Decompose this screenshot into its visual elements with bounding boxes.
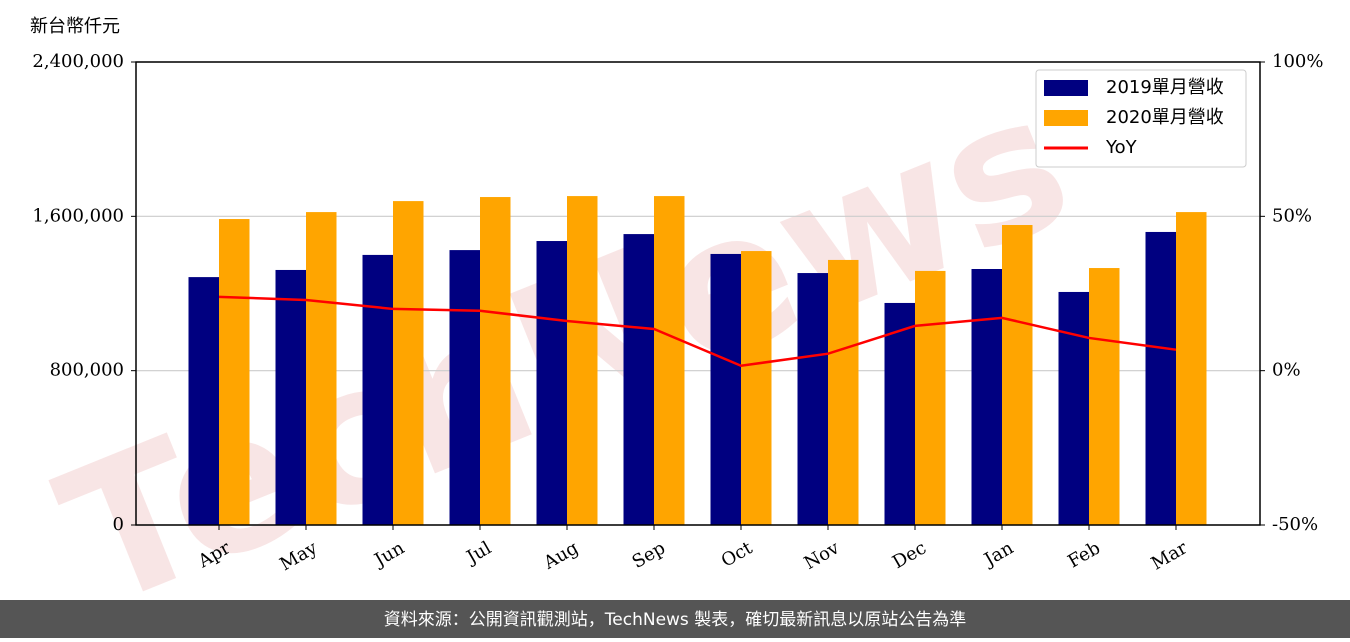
- bar: [449, 250, 480, 525]
- y2-tick-label: -50%: [1272, 514, 1318, 535]
- legend-box: [1035, 69, 1247, 168]
- y2-tick-label: 50%: [1272, 205, 1312, 226]
- bar: [1002, 225, 1033, 525]
- legend-swatch: [1044, 80, 1088, 96]
- legend-label: 2019單月營收: [1106, 77, 1224, 98]
- legend-label: 2020單月營收: [1106, 107, 1224, 128]
- bar: [1176, 212, 1207, 525]
- bar: [1145, 231, 1176, 525]
- bar: [480, 197, 511, 525]
- y2-tick-label: 100%: [1272, 51, 1323, 72]
- y-tick-label: 2,400,000: [32, 51, 124, 72]
- y2-tick-label: 0%: [1272, 360, 1301, 381]
- bar: [741, 251, 772, 525]
- y-axis-label: 新台幣仟元: [30, 16, 120, 37]
- bar: [306, 212, 337, 525]
- bar: [915, 270, 946, 525]
- y-tick-label: 1,600,000: [32, 205, 124, 226]
- bar: [275, 269, 306, 525]
- footer-text: 資料來源：公開資訊觀測站，TechNews 製表，確切最新訊息以原站公告為準: [384, 610, 966, 630]
- bar: [188, 277, 219, 525]
- bar: [797, 273, 828, 525]
- y-tick-label: 800,000: [50, 360, 124, 381]
- bar: [710, 253, 741, 525]
- footer-bar: [0, 600, 1350, 638]
- bar: [654, 196, 685, 525]
- bar: [362, 254, 393, 525]
- bar: [623, 234, 654, 525]
- bar: [536, 241, 567, 525]
- legend-label: YoY: [1105, 137, 1138, 158]
- legend-swatch: [1044, 110, 1088, 126]
- bar: [1058, 291, 1089, 525]
- bar: [884, 302, 915, 525]
- plot-frame: [135, 61, 1261, 526]
- bar: [1089, 268, 1120, 525]
- y-tick-label: 0: [113, 514, 124, 535]
- line: [218, 295, 1177, 368]
- bar: [393, 201, 424, 526]
- bar: [219, 219, 250, 525]
- bar: [971, 268, 1002, 525]
- bar: [828, 259, 859, 525]
- bar: [567, 196, 598, 525]
